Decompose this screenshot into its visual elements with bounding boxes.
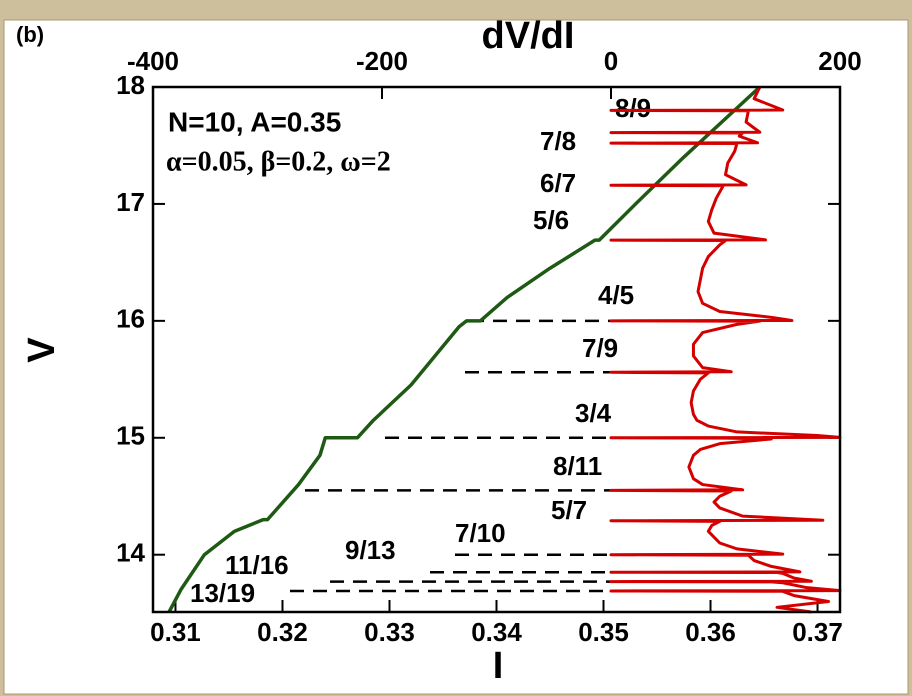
resonance-label: 7/10 [455,518,506,548]
resonance-label: 7/8 [540,126,576,156]
series-line [609,86,842,614]
resonance-label: 11/16 [225,550,289,580]
resonance-label: 13/19 [190,578,255,608]
panel [3,19,909,695]
x-tick-label: 0.35 [578,617,629,647]
resonance-label: 4/5 [598,280,634,310]
resonance-label: 6/7 [540,168,576,198]
resonance-label: 7/9 [582,333,618,363]
series-line [167,85,761,613]
x-axis-title: I [493,645,504,687]
x2-tick-label: -400 [127,46,179,76]
resonance-label: 3/4 [575,398,612,428]
x2-tick-label: -200 [356,46,408,76]
y-tick-label: 16 [116,304,145,334]
x2-tick-label: 200 [818,46,861,76]
y-axis-title: V [21,337,63,363]
annotation: α=0.05, β=0.2, ω=2 [166,146,391,177]
x-tick-label: 0.34 [471,617,522,647]
annotation: N=10, A=0.35 [168,106,341,137]
x2-tick-label: 0 [604,46,618,76]
x-tick-label: 0.31 [150,617,201,647]
resonance-label: 8/9 [615,93,651,123]
y-tick-label: 14 [116,538,145,568]
x-tick-label: 0.37 [792,617,843,647]
resonance-label: 5/6 [533,205,569,235]
resonance-label: 9/13 [345,535,396,565]
x-tick-label: 0.33 [364,617,415,647]
x-tick-label: 0.36 [685,617,736,647]
y-tick-label: 17 [116,187,145,217]
x-tick-label: 0.32 [257,617,308,647]
x2-axis-title: dV/dI [482,15,575,57]
panel-label: (b) [16,22,44,47]
y-tick-label: 15 [116,421,145,451]
resonance-label: 8/11 [553,451,602,481]
plot-frame [151,85,842,614]
y-tick-label: 18 [116,70,145,100]
resonance-label: 5/7 [551,495,587,525]
